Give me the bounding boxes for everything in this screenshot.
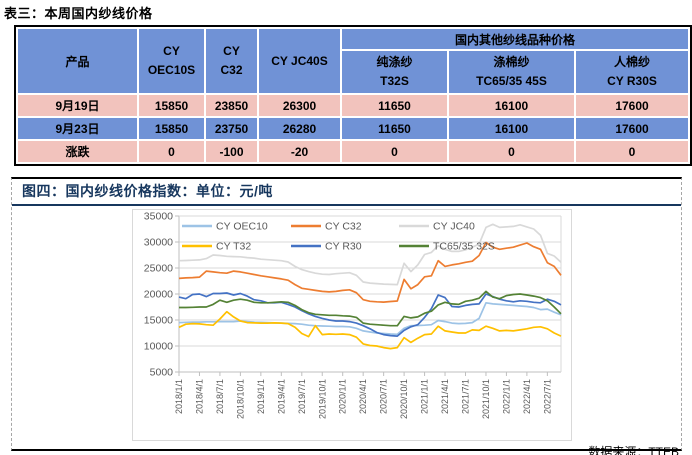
x-axis-label: 2021/10/1 [481, 379, 491, 419]
table-cell: 15850 [139, 118, 204, 139]
y-axis-label: 35000 [144, 211, 173, 223]
table-cell: 0 [449, 141, 574, 162]
table-cell: -100 [206, 141, 257, 162]
x-axis-label: 2020/10/1 [399, 379, 409, 419]
x-axis-label: 2021/1/1 [420, 379, 430, 414]
x-axis-label: 2021/4/1 [440, 379, 450, 414]
column-header-2: CY JC40S [259, 29, 340, 93]
legend-label: CY R30 [325, 241, 362, 253]
table-title: 表三：本周国内纱线价格 [4, 6, 153, 21]
table-cell: 26280 [259, 118, 340, 139]
sub-header-0: 纯涤纱 T32S [342, 51, 447, 93]
x-axis-label: 2020/4/1 [358, 379, 368, 414]
row-label: 9月19日 [18, 95, 137, 116]
x-axis-label: 2020/1/1 [338, 379, 348, 414]
x-axis-label: 2019/1/1 [256, 379, 266, 414]
table-cell: 17600 [576, 95, 688, 116]
legend-label: CY C32 [325, 221, 362, 233]
y-axis-label: 30000 [144, 237, 173, 249]
x-axis-label: 2018/10/1 [235, 379, 245, 419]
x-axis-label: 2019/10/1 [317, 379, 327, 419]
x-axis-label: 2018/4/1 [194, 379, 204, 414]
yarn-price-table: 产品 CY OEC10S CY C32 CY JC40S 国内其他纱线品种价格 纯涤纱 T… [14, 25, 692, 166]
legend-label: CY OEC10 [216, 221, 268, 233]
x-axis-label: 2018/7/1 [215, 379, 225, 414]
table-cell: 23750 [206, 118, 257, 139]
x-axis-label: 2018/1/1 [174, 379, 184, 414]
table-cell: 16100 [449, 118, 574, 139]
column-header-product: 产品 [18, 29, 137, 93]
group-header: 国内其他纱线品种价格 [342, 29, 688, 49]
legend-label: TC65/35 32S [433, 241, 495, 253]
series-line-cy-t32 [178, 310, 562, 350]
legend-label: CY JC40 [433, 221, 475, 233]
table-cell: -20 [259, 141, 340, 162]
legend-label: CY T32 [216, 241, 251, 253]
table-cell: 16100 [449, 95, 574, 116]
chart-frame: 5000 10000 15000 20000 25000 30000 35000 2018/1… [132, 209, 572, 441]
table-cell: 15850 [139, 95, 204, 116]
row-label: 涨跌 [18, 141, 137, 162]
table-cell: 0 [576, 141, 688, 162]
table-row: 9月19日 15850 23850 26300 11650 16100 17600 [18, 95, 688, 116]
x-axis-label: 2020/7/1 [379, 379, 389, 414]
figure-box: 图四：国内纱线价格指数：单位：元/吨 5000 10000 15000 20000 25… [11, 177, 682, 455]
x-axis-label: 2022/7/1 [542, 379, 552, 414]
x-axis-label: 2022/1/1 [501, 379, 511, 414]
table-row: 9月23日 15850 23750 26280 11650 16100 17600 [18, 118, 688, 139]
table-cell: 0 [139, 141, 204, 162]
series-line-tc65-35-32s [179, 290, 562, 327]
series-line-cy-c32 [178, 241, 562, 303]
y-axis-label: 25000 [144, 263, 173, 275]
table-cell: 11650 [342, 95, 447, 116]
row-label: 9月23日 [18, 118, 137, 139]
table-cell: 23850 [206, 95, 257, 116]
table-cell: 11650 [342, 118, 447, 139]
sub-header-2: 人棉纱 CY R30S [576, 51, 688, 93]
column-header-0: CY OEC10S [139, 29, 204, 93]
y-axis-label: 10000 [144, 341, 173, 353]
table-cell: 0 [342, 141, 447, 162]
table-cell: 17600 [576, 118, 688, 139]
series-line-cy-jc40 [178, 223, 562, 286]
x-axis-label: 2022/4/1 [522, 379, 532, 414]
x-axis-label: 2019/4/1 [276, 379, 286, 414]
yarn-price-index-chart: 5000 10000 15000 20000 25000 30000 35000 2018/1… [144, 211, 562, 419]
figure-title: 图四：国内纱线价格指数：单位：元/吨 [12, 179, 681, 206]
data-source-label: 数据来源：TTEB [588, 445, 679, 455]
y-axis-label: 5000 [150, 367, 174, 379]
table-row: 涨跌 0 -100 -20 0 0 0 [18, 141, 688, 162]
y-axis-label: 20000 [144, 289, 173, 301]
y-axis-label: 15000 [144, 315, 173, 327]
sub-header-1: 涤棉纱 TC65/35 45S [449, 51, 574, 93]
x-axis-label: 2021/7/1 [461, 379, 471, 414]
table-cell: 26300 [259, 95, 340, 116]
column-header-1: CY C32 [206, 29, 257, 93]
x-axis-label: 2019/7/1 [297, 379, 307, 414]
